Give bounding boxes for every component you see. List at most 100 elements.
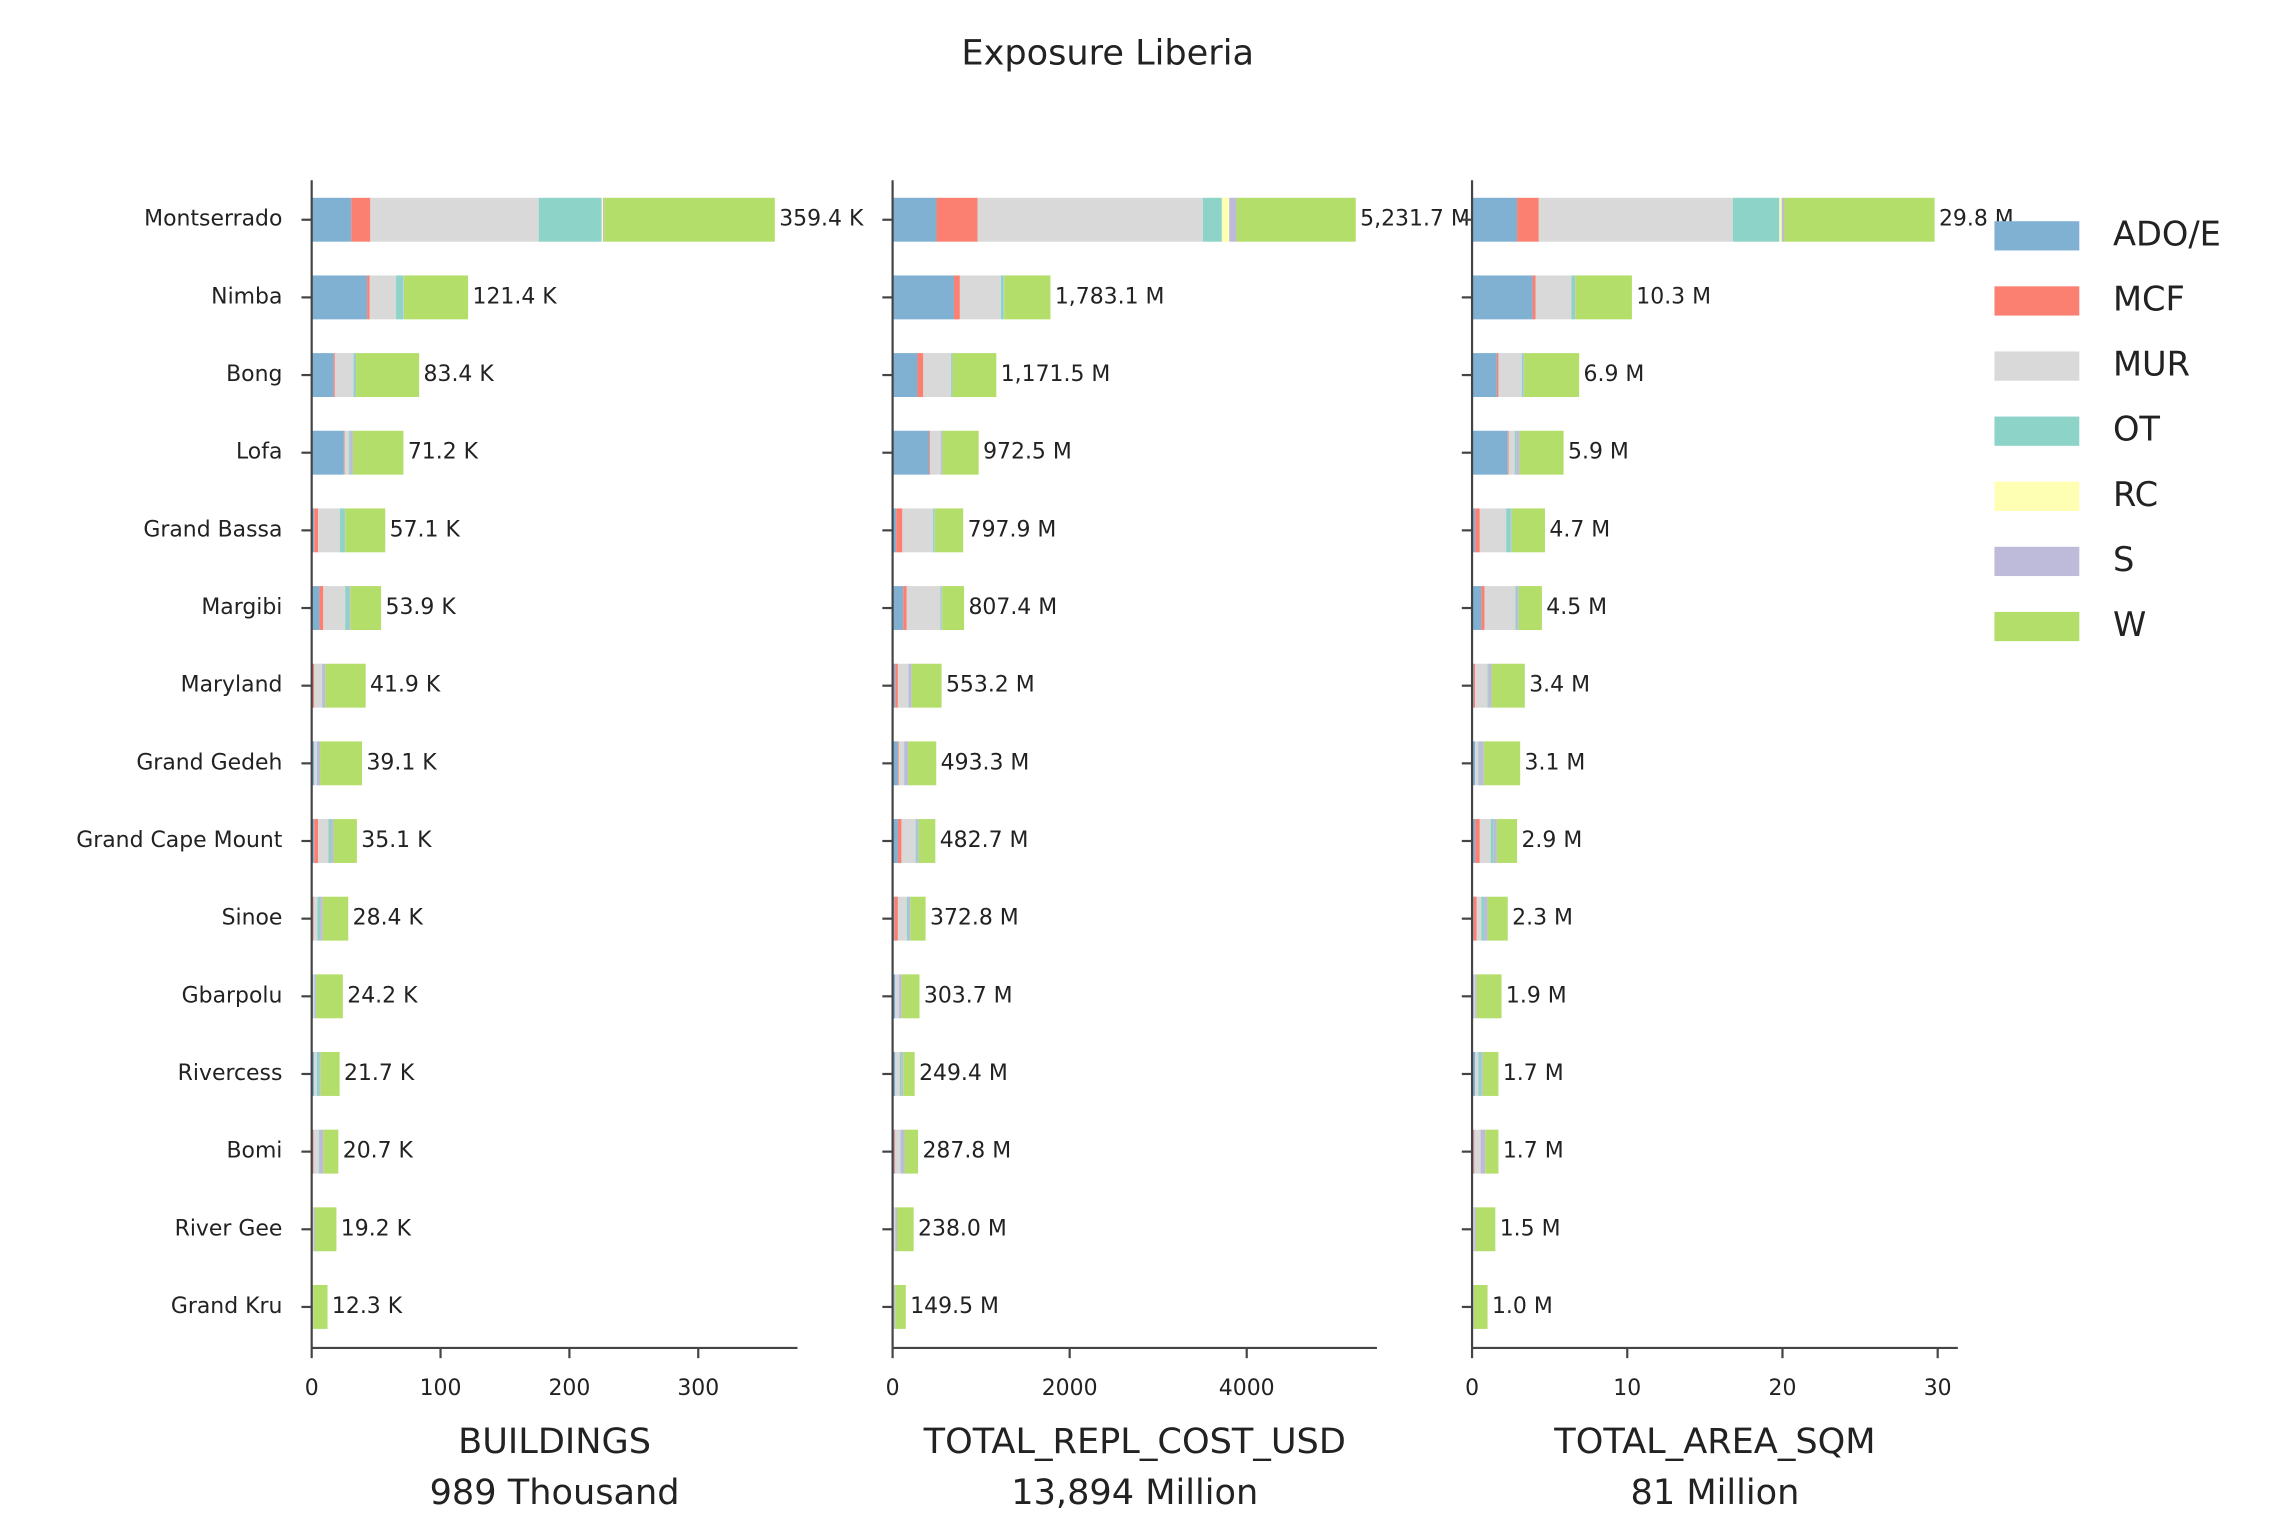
bar-segment	[1475, 663, 1488, 708]
bar-segment	[313, 1284, 328, 1329]
bar-segment	[355, 353, 357, 398]
legend-label: MCF	[2113, 279, 2185, 318]
bar-segment	[323, 586, 346, 630]
total-label: 83.4 K	[424, 362, 495, 387]
bar-segment	[892, 974, 896, 1019]
bar-segment	[1490, 819, 1494, 863]
bar-segment	[370, 197, 539, 242]
y-tick-label: Montserrado	[144, 207, 282, 232]
bar-segment	[312, 974, 315, 1019]
bar-segment	[1474, 1207, 1476, 1252]
bar-segment	[1221, 197, 1230, 242]
bar-segment	[898, 741, 905, 786]
total-label: 20.7 K	[343, 1139, 414, 1164]
bar-segment	[1473, 663, 1476, 708]
bar-segment	[915, 819, 917, 863]
x-tick-label: 200	[548, 1376, 590, 1401]
bar-segment	[1472, 586, 1482, 630]
bar-segment	[1475, 1052, 1479, 1096]
bar-segment	[902, 508, 934, 553]
bar-segment	[312, 1129, 314, 1174]
total-label: 807.4 M	[968, 595, 1057, 620]
bar-segment	[311, 741, 315, 786]
bar-segment	[1474, 1129, 1481, 1174]
bar-segment	[897, 819, 902, 863]
total-label: 1.0 M	[1492, 1294, 1553, 1319]
total-label: 553.2 M	[946, 673, 1035, 698]
bar-segment	[1478, 1052, 1482, 1096]
bar-segment	[318, 1129, 320, 1174]
bar-segment	[901, 1052, 904, 1096]
total-label: 19.2 K	[341, 1216, 412, 1241]
bar-segment	[352, 430, 404, 475]
bar-segment	[1491, 663, 1525, 708]
bar-segment	[333, 353, 335, 398]
bar-segment	[894, 1129, 896, 1174]
bar-segment	[901, 974, 920, 1019]
bar-segment	[893, 1284, 896, 1329]
bar-segment	[320, 1052, 340, 1096]
x-axis-sublabel: 81 Million	[1631, 1472, 1800, 1513]
bar-segment	[1514, 430, 1517, 475]
bar-segment	[311, 819, 315, 863]
y-tick-label: Grand Bassa	[143, 517, 282, 542]
bar-segment	[313, 1207, 315, 1252]
bar-segment	[911, 663, 942, 708]
bar-segment	[941, 430, 943, 475]
bar-segment	[897, 663, 909, 708]
bar-segment	[954, 275, 960, 320]
bar-segment	[1784, 197, 1935, 242]
bar-segment	[941, 586, 943, 630]
bar-segment	[321, 663, 323, 708]
bar-segment	[1515, 586, 1518, 630]
bar-segment	[942, 430, 979, 475]
legend-label: RC	[2113, 475, 2158, 514]
bar-segment	[1480, 1129, 1486, 1174]
x-tick-label: 0	[1465, 1376, 1479, 1401]
bar-segment	[1732, 197, 1780, 242]
bar-segment	[1472, 275, 1533, 320]
y-tick-label: Grand Cape Mount	[76, 828, 283, 853]
total-label: 1.7 M	[1503, 1139, 1564, 1164]
bar-segment	[313, 896, 318, 941]
bar-segment	[311, 353, 334, 398]
bar-segment	[1493, 819, 1497, 863]
bar-segment	[1472, 1207, 1475, 1252]
bar-segment	[1487, 663, 1489, 708]
bar-segment	[314, 741, 317, 786]
bar-segment	[1517, 197, 1539, 242]
total-label: 1.5 M	[1500, 1216, 1561, 1241]
total-label: 149.5 M	[910, 1294, 999, 1319]
bar-segment	[1535, 275, 1572, 320]
bar-segment	[311, 586, 320, 630]
bar-segment	[312, 1207, 314, 1252]
bar-segment	[325, 663, 366, 708]
total-label: 28.4 K	[353, 906, 424, 931]
bar-segment	[1475, 741, 1479, 786]
bar-segment	[331, 819, 334, 863]
bar-segment	[892, 430, 930, 475]
bar-segment	[350, 586, 382, 630]
bar-segment	[311, 197, 352, 242]
bar-segment	[1479, 508, 1507, 553]
bar-segment	[906, 586, 941, 630]
bar-segment	[918, 819, 936, 863]
bar-segment	[1488, 663, 1492, 708]
x-tick-label: 4000	[1219, 1376, 1275, 1401]
bar-segment	[316, 974, 343, 1019]
bar-segment	[977, 197, 1203, 242]
bar-segment	[1472, 353, 1497, 398]
bar-segment	[906, 896, 909, 941]
bar-segment	[1519, 430, 1564, 475]
bar-segment	[1517, 586, 1519, 630]
bar-segment	[899, 974, 902, 1019]
bar-segment	[1485, 1129, 1499, 1174]
total-label: 2.9 M	[1521, 828, 1582, 853]
bar-segment	[1202, 197, 1222, 242]
total-label: 39.1 K	[366, 750, 437, 775]
bar-segment	[892, 508, 897, 553]
bar-segment	[1476, 896, 1482, 941]
bar-segment	[313, 1129, 319, 1174]
bar-segment	[1476, 974, 1502, 1019]
bar-segment	[908, 896, 911, 941]
